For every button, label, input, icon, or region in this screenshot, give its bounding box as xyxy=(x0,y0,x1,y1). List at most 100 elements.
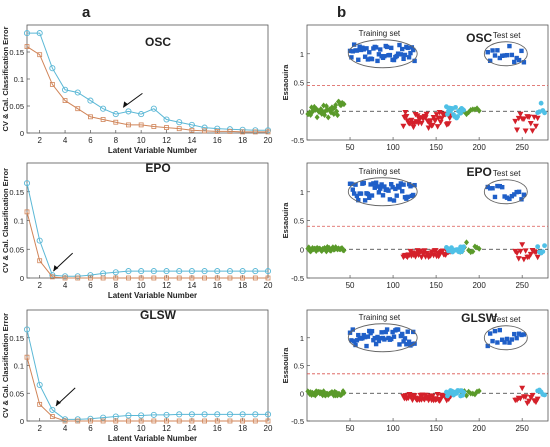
point-cv xyxy=(150,411,157,418)
diamond-point xyxy=(476,107,482,114)
training-point xyxy=(492,194,498,200)
point-cv xyxy=(138,111,145,118)
y-tick-label: 1 xyxy=(300,334,304,343)
point-cv xyxy=(239,268,246,275)
training-point xyxy=(400,189,405,194)
training-point xyxy=(516,57,522,63)
point-cal xyxy=(49,274,55,280)
point-cv xyxy=(23,30,31,37)
training-point xyxy=(397,342,402,347)
chart-title: EPO xyxy=(145,161,170,175)
point-cv xyxy=(150,268,157,275)
circle-point xyxy=(461,107,467,113)
training-point xyxy=(362,334,368,340)
line-chart-glsw: 2 4 6 8 10 12 14 16 18 20 0 0.05 0.1 0.15 GLSW Latent V… xyxy=(1,308,273,443)
point-cal xyxy=(49,414,55,419)
point-cv xyxy=(163,268,170,275)
x-axis-label: Latent Variable Number xyxy=(108,434,197,443)
training-point xyxy=(371,181,376,186)
triangle-point xyxy=(534,115,541,122)
training-point xyxy=(507,340,512,345)
plot-frame xyxy=(26,162,269,279)
training-set-label: Training set xyxy=(359,313,401,322)
diamond-point xyxy=(470,248,476,255)
training-point xyxy=(354,193,360,199)
triangle-point xyxy=(439,248,446,254)
y-tick-label: 0.15 xyxy=(9,48,24,57)
y-axis-label: CV & Cal. Classification Error xyxy=(1,26,10,131)
point-cv xyxy=(264,127,272,134)
y-tick-label: -0.5 xyxy=(291,417,304,426)
triangle-point xyxy=(445,121,452,127)
training-point xyxy=(361,180,366,186)
triangle-point xyxy=(522,128,529,135)
x-tick-label: 20 xyxy=(264,136,273,145)
series-line-0 xyxy=(26,329,268,420)
point-cv xyxy=(163,411,170,418)
triangle-point xyxy=(512,118,519,125)
training-point xyxy=(514,189,519,195)
point-cv xyxy=(138,268,145,275)
triangle-point xyxy=(436,110,443,116)
training-point xyxy=(365,191,371,197)
point-cv xyxy=(252,127,259,134)
training-point xyxy=(349,338,354,343)
triangle-point xyxy=(532,123,539,130)
training-point xyxy=(356,57,361,62)
point-cv xyxy=(176,119,183,126)
x-tick-label: 10 xyxy=(137,136,146,145)
scatter-chart-glsw: 50 100 150 200 250 -0.5 0 0.5 1 Training set Test … xyxy=(281,309,549,433)
training-point xyxy=(376,52,382,57)
point-cv xyxy=(62,273,69,280)
test-set-label: Test set xyxy=(493,315,521,324)
training-point xyxy=(398,52,404,57)
point-cal xyxy=(227,275,233,281)
training-point xyxy=(353,182,358,187)
y-tick-label: 0.1 xyxy=(14,217,24,226)
training-point xyxy=(365,334,371,339)
point-cv xyxy=(74,273,81,280)
point-cal xyxy=(189,418,195,424)
training-point xyxy=(405,329,410,334)
training-point xyxy=(349,181,354,187)
training-point xyxy=(364,343,369,349)
point-cal xyxy=(164,275,169,281)
circle-point xyxy=(542,110,547,116)
training-point xyxy=(364,46,369,51)
point-cal xyxy=(138,275,144,281)
training-point xyxy=(389,45,394,51)
training-point xyxy=(497,183,502,189)
point-cal xyxy=(62,418,68,424)
diamond-point xyxy=(476,387,482,394)
point-cal xyxy=(214,275,220,281)
training-point xyxy=(367,195,372,200)
training-point xyxy=(485,184,490,190)
diamond-point xyxy=(341,247,347,254)
training-point xyxy=(361,47,366,52)
training-point xyxy=(490,186,495,191)
training-point xyxy=(504,195,510,200)
triangle-point xyxy=(409,397,416,403)
triangle-point xyxy=(427,118,434,124)
point-cal xyxy=(252,129,258,135)
triangle-point xyxy=(527,251,534,258)
y-tick-label: 0.1 xyxy=(14,362,24,371)
point-cv xyxy=(176,268,183,275)
point-cal xyxy=(214,418,220,424)
training-point xyxy=(380,193,386,198)
training-point xyxy=(514,55,519,61)
y-tick-label: 0 xyxy=(300,107,304,116)
training-point xyxy=(519,48,524,54)
training-point xyxy=(507,196,512,202)
point-cv xyxy=(163,116,170,123)
point-cv xyxy=(252,411,259,418)
x-tick-label: 250 xyxy=(515,143,529,152)
x-tick-label: 4 xyxy=(63,136,68,145)
x-tick-label: 150 xyxy=(429,143,443,152)
training-point xyxy=(521,332,527,337)
x-tick-label: 12 xyxy=(162,281,171,290)
training-point xyxy=(394,53,399,59)
point-cv xyxy=(74,89,81,96)
training-point xyxy=(375,184,380,189)
training-point xyxy=(492,53,498,58)
